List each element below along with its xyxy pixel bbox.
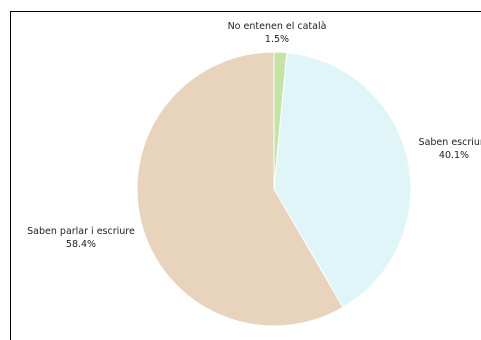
slice-percent-3: 58.4% xyxy=(66,239,96,250)
chart-frame: No entenen el català 1.5% Saben escriure 40… xyxy=(10,11,481,340)
slice-label-2: Saben escriure xyxy=(419,137,481,148)
slice-label-1: No entenen el català xyxy=(228,21,327,32)
pie-slice-3 xyxy=(136,51,344,327)
slice-percent-2: 40.1% xyxy=(439,150,469,161)
pie-slice-2 xyxy=(273,52,412,309)
slice-percent-1: 1.5% xyxy=(265,34,289,45)
slice-label-3: Saben parlar i escriure xyxy=(27,226,135,237)
pie-chart: No entenen el català 1.5% Saben escriure 40… xyxy=(27,21,481,327)
